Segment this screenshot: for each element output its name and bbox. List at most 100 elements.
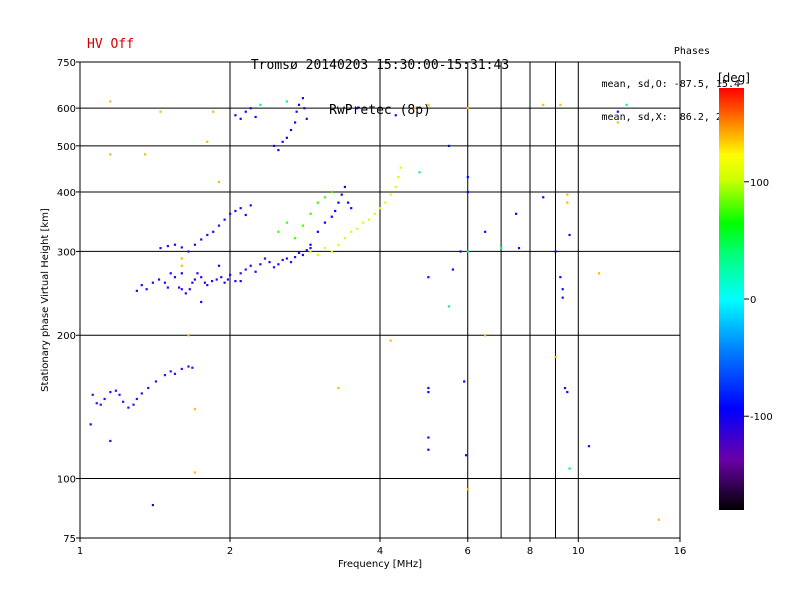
data-point xyxy=(309,250,312,253)
data-point xyxy=(293,237,297,240)
data-point xyxy=(285,257,288,260)
data-point xyxy=(239,280,242,283)
data-point xyxy=(484,334,487,337)
phase-stats-o: mean, sd,O: -87.5, 15.4 xyxy=(601,79,740,90)
data-point xyxy=(337,243,340,246)
y-tick-label: 400 xyxy=(57,188,76,199)
data-point xyxy=(169,272,172,275)
data-point xyxy=(223,218,226,221)
data-point xyxy=(140,284,143,287)
data-point xyxy=(268,261,271,264)
data-point xyxy=(187,334,190,337)
data-point xyxy=(187,250,190,253)
x-tick-label: 10 xyxy=(572,546,585,557)
phase-stats-heading: Phases xyxy=(673,46,710,57)
data-point xyxy=(554,250,557,253)
data-point xyxy=(244,268,247,271)
data-point xyxy=(373,212,376,215)
data-point xyxy=(350,207,353,210)
data-point xyxy=(234,280,237,283)
data-point xyxy=(180,367,183,371)
x-tick-label: 8 xyxy=(527,546,533,557)
data-point xyxy=(135,397,138,401)
data-point xyxy=(217,264,221,267)
data-point xyxy=(109,153,112,156)
data-point xyxy=(295,110,298,113)
data-point xyxy=(173,243,177,246)
data-point xyxy=(305,249,308,252)
data-point xyxy=(163,374,167,377)
data-point xyxy=(151,503,155,507)
data-point xyxy=(281,258,284,262)
data-points xyxy=(89,97,660,521)
data-point xyxy=(259,263,262,266)
data-point xyxy=(337,201,340,204)
data-point xyxy=(323,247,327,250)
data-point xyxy=(316,201,319,204)
data-point xyxy=(159,110,162,113)
data-point xyxy=(563,386,567,390)
data-point xyxy=(330,250,333,253)
data-point xyxy=(517,247,521,250)
data-point xyxy=(334,209,337,213)
data-point xyxy=(249,107,252,110)
data-point xyxy=(389,339,392,342)
data-point xyxy=(193,243,197,246)
y-tick-label: 75 xyxy=(63,534,76,545)
x-tick-label: 6 xyxy=(465,546,471,557)
data-point xyxy=(91,393,94,396)
data-point xyxy=(89,423,92,426)
y-tick-label: 100 xyxy=(57,475,76,486)
data-point xyxy=(301,253,305,257)
x-tick-label: 16 xyxy=(674,546,687,557)
data-point xyxy=(343,185,347,189)
data-point xyxy=(103,397,106,401)
data-point xyxy=(163,281,167,284)
data-point xyxy=(309,247,312,250)
data-point xyxy=(566,201,569,204)
data-point xyxy=(394,114,397,117)
data-point xyxy=(180,246,183,249)
data-point xyxy=(272,266,276,269)
data-point xyxy=(303,107,306,110)
data-point xyxy=(285,100,288,103)
data-point xyxy=(616,110,619,113)
data-point xyxy=(166,244,169,248)
data-point xyxy=(244,110,247,113)
data-point xyxy=(362,221,365,224)
data-point xyxy=(397,175,400,179)
data-point xyxy=(399,166,402,169)
data-point xyxy=(367,218,371,221)
data-point xyxy=(657,518,660,521)
data-point xyxy=(184,292,187,295)
data-point xyxy=(281,140,284,143)
data-point xyxy=(244,213,247,217)
data-point xyxy=(427,390,430,394)
data-point xyxy=(203,281,206,284)
data-point xyxy=(316,253,319,257)
data-point xyxy=(500,247,503,250)
data-point xyxy=(277,230,280,233)
data-point xyxy=(200,276,203,279)
data-point xyxy=(210,280,214,283)
y-tick-label: 500 xyxy=(57,142,76,153)
data-point xyxy=(597,272,601,275)
data-point xyxy=(389,193,392,196)
data-point xyxy=(297,251,301,255)
data-point xyxy=(285,136,288,139)
data-point xyxy=(297,103,301,106)
data-point xyxy=(122,400,125,403)
data-point xyxy=(191,281,194,284)
data-point xyxy=(239,117,242,120)
data-point xyxy=(239,272,242,275)
data-point xyxy=(566,390,569,394)
data-point xyxy=(289,128,293,132)
data-point xyxy=(220,276,223,279)
data-point xyxy=(323,196,327,199)
data-point xyxy=(301,224,305,227)
data-point xyxy=(180,257,183,260)
data-point xyxy=(140,392,143,395)
data-point xyxy=(289,261,293,264)
data-point xyxy=(587,445,591,448)
data-point xyxy=(323,221,327,224)
